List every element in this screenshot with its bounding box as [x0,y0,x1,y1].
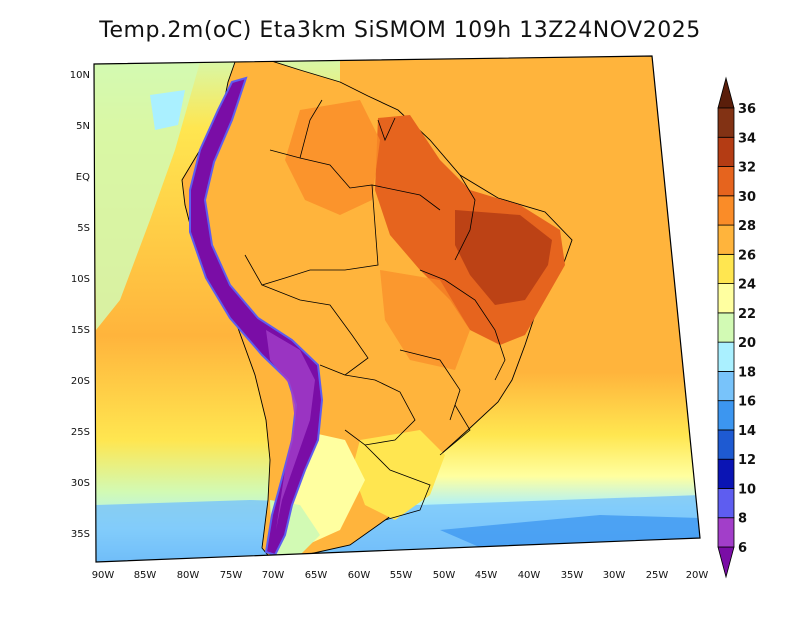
colorbar-label: 32 [738,161,756,176]
lon-label-90w: 90W [92,570,115,581]
lat-label-20s: 20S [71,376,90,387]
lat-label-eq: EQ [76,172,90,183]
colorbar-label: 24 [738,278,756,293]
colorbar-segment [717,458,735,489]
lat-label-30s: 30S [71,478,90,489]
lat-label-10n: 10N [70,70,90,81]
colorbar-top-arrow [717,76,735,109]
central-warm-region [380,270,470,370]
temperature-field [94,56,700,562]
colorbar-segment [717,253,735,284]
colorbar-segment [717,370,735,402]
northeast-hotter-region [455,210,552,305]
latitude-axis: 10N 5N EQ 5S 10S 15S 20S 25S 30S 35S [70,70,90,540]
lat-label-10s: 10S [71,274,90,285]
lat-label-35s: 35S [71,529,90,540]
colorbar-label: 12 [738,453,756,468]
colorbar: 6 8 10 12 14 16 18 20 22 24 26 28 30 32 34 36 [717,76,756,579]
colorbar-label: 14 [738,424,756,439]
colorbar-segment [717,341,735,372]
andes-mid-strip [266,330,315,530]
lon-label-70w: 70W [262,570,285,581]
colorbar-label: 36 [738,102,756,117]
lon-label-30w: 30W [603,570,626,581]
amazon-warm-region [285,100,380,215]
lat-label-15s: 15S [71,325,90,336]
pacific-cool-patch [150,90,185,130]
colorbar-segment [717,136,735,167]
lon-label-55w: 55W [390,570,413,581]
colorbar-segment [717,107,735,138]
lon-label-35w: 35W [561,570,584,581]
colorbar-segment [717,488,735,519]
colorbar-label: 22 [738,307,756,322]
lon-label-25w: 25W [646,570,669,581]
colorbar-label: 28 [738,219,756,234]
colorbar-label: 30 [738,190,756,205]
andes-cold-strip [189,76,324,557]
lon-label-50w: 50W [433,570,456,581]
lon-label-45w: 45W [475,570,498,581]
colorbar-segment [717,224,735,255]
colorbar-segment [717,195,735,226]
pacific-cool-band [94,62,200,330]
lat-label-25s: 25S [71,427,90,438]
colorbar-label: 8 [738,512,747,527]
longitude-axis: 90W 85W 80W 75W 70W 65W 60W 55W 50W 45W … [92,570,709,581]
lon-label-75w: 75W [220,570,243,581]
lon-label-20w: 20W [686,570,709,581]
colorbar-label: 26 [738,248,756,263]
colorbar-label: 34 [738,131,756,146]
colorbar-segment [717,283,735,314]
lat-label-5n: 5N [76,121,90,132]
lon-label-65w: 65W [305,570,328,581]
colorbar-label: 16 [738,395,756,410]
colorbar-bottom-arrow [717,546,735,579]
colorbar-segment [717,166,735,197]
colorbar-label: 18 [738,365,756,380]
colorbar-label: 10 [738,482,756,497]
lon-label-40w: 40W [518,570,541,581]
south-brazil-cooler-region [352,430,445,520]
colorbar-label: 20 [738,336,756,351]
colorbar-segment [717,400,735,431]
lon-label-85w: 85W [134,570,157,581]
map-title: Temp.2m(oC) Eta3km SiSMOM 109h 13Z24NOV2… [99,18,701,43]
colorbar-label: 6 [738,541,747,556]
country-borders [244,99,506,521]
lon-label-80w: 80W [177,570,200,581]
lon-label-60w: 60W [348,570,371,581]
map-frame [93,55,701,563]
colorbar-segment [717,517,735,548]
lat-label-5s: 5S [77,223,90,234]
colorbar-segment [717,429,735,460]
colorbar-segment [717,312,735,343]
